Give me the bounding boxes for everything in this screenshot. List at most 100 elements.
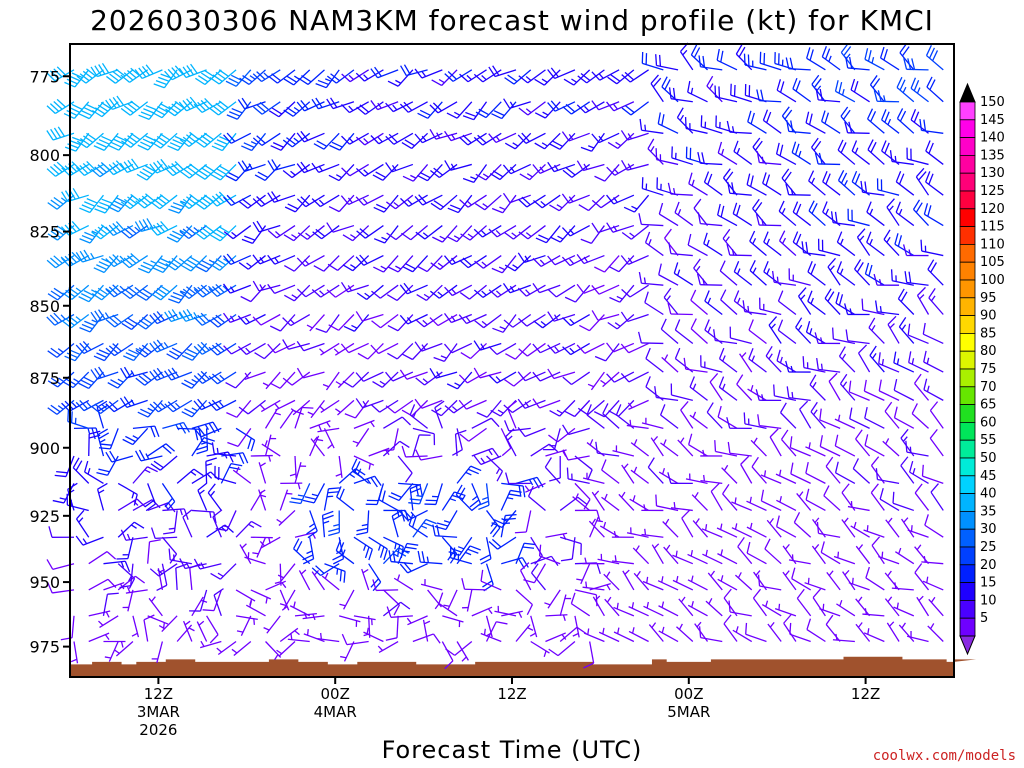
wind-barb — [282, 339, 310, 350]
wind-barb — [623, 194, 650, 213]
wind-barb — [458, 371, 487, 384]
wind-barb — [855, 429, 871, 457]
wind-barb — [298, 69, 325, 86]
wind-barb — [662, 518, 679, 538]
wind-barb — [164, 367, 193, 381]
wind-barb — [657, 112, 679, 134]
x-tick-label: 12Z — [144, 685, 173, 703]
colorbar-label: 120 — [980, 202, 1005, 217]
wind-barb — [119, 396, 148, 409]
wind-barb — [732, 626, 753, 643]
colorbar-label: 40 — [980, 487, 997, 502]
wind-barb — [327, 255, 355, 271]
wind-barb — [311, 97, 340, 110]
wind-barb — [752, 198, 767, 226]
colorbar-label: 75 — [980, 362, 997, 377]
wind-barb — [766, 517, 782, 538]
wind-barb — [473, 69, 502, 83]
wind-barb — [120, 529, 148, 541]
wind-barb — [117, 498, 146, 512]
wind-barb — [835, 292, 856, 316]
wind-barb — [107, 194, 134, 213]
wind-barb — [823, 485, 841, 511]
colorbar-label: 130 — [980, 166, 1005, 181]
wind-barb — [179, 225, 207, 239]
wind-barb — [562, 424, 590, 436]
wind-barb — [444, 69, 473, 82]
wind-barb — [193, 398, 222, 411]
wind-barb — [339, 615, 361, 627]
wind-barb — [576, 283, 605, 294]
y-tick-label: 950 — [29, 573, 60, 592]
wind-barb — [252, 536, 267, 558]
wind-barb — [355, 69, 384, 82]
wind-barb — [808, 200, 826, 227]
wind-barb — [710, 482, 723, 511]
wind-barb — [641, 177, 664, 196]
wind-barb — [706, 75, 723, 103]
x-tick-label: 00Z — [674, 685, 703, 703]
wind-barb — [561, 224, 590, 237]
wind-barb — [548, 427, 576, 443]
wind-barb — [576, 342, 605, 354]
wind-barb — [252, 132, 281, 146]
wind-barb — [545, 614, 568, 622]
wind-barb — [63, 101, 90, 120]
wind-barb — [503, 98, 531, 109]
wind-barb — [929, 428, 944, 457]
wind-barb — [878, 379, 900, 401]
wind-barb — [368, 447, 390, 457]
wind-barb — [443, 342, 473, 354]
wind-barb — [688, 172, 708, 196]
wind-barb — [387, 69, 414, 87]
wind-barb — [906, 147, 929, 166]
wind-barb — [415, 449, 443, 461]
wind-barb — [544, 457, 561, 484]
wind-barb — [414, 68, 443, 79]
wind-barb — [921, 556, 944, 565]
wind-barb — [816, 521, 841, 538]
wind-barb — [456, 465, 482, 484]
wind-barb — [659, 404, 679, 429]
colorbar-label: 110 — [980, 237, 1005, 252]
wind-barb — [208, 399, 237, 412]
wind-barb — [150, 527, 178, 540]
wind-barb — [867, 139, 885, 165]
wind-barb — [151, 641, 164, 663]
wind-barb — [122, 427, 149, 446]
wind-barb — [759, 51, 782, 71]
colorbar-swatch — [959, 137, 976, 156]
wind-barb — [386, 284, 414, 302]
wind-barb — [196, 620, 208, 642]
wind-barb — [237, 97, 266, 110]
wind-barb — [559, 496, 588, 511]
wind-barb — [283, 101, 311, 117]
wind-barb — [309, 420, 331, 429]
wind-barb — [692, 518, 709, 538]
wind-barb — [927, 259, 944, 286]
wind-barb — [62, 371, 90, 389]
wind-barb — [696, 273, 723, 286]
wind-barb — [925, 44, 944, 71]
wind-barb — [854, 259, 871, 286]
wind-barb — [287, 633, 310, 643]
wind-barb — [459, 194, 487, 208]
wind-barb — [693, 258, 709, 286]
wind-barb — [480, 628, 502, 643]
wind-barb — [775, 142, 797, 166]
wind-barb — [896, 108, 915, 134]
wind-barb — [296, 100, 325, 112]
wind-barb — [336, 486, 355, 511]
wind-barb — [778, 200, 797, 227]
wind-barb — [296, 130, 325, 143]
wind-barb — [456, 641, 469, 662]
wind-barb — [136, 314, 163, 330]
wind-barb — [179, 131, 207, 148]
wind-barb — [179, 193, 207, 210]
wind-barb — [438, 592, 458, 617]
wind-barb — [311, 162, 340, 173]
wind-barb — [293, 538, 311, 565]
wind-barb — [88, 551, 117, 565]
wind-barb — [296, 284, 325, 298]
wind-barb — [161, 483, 176, 511]
